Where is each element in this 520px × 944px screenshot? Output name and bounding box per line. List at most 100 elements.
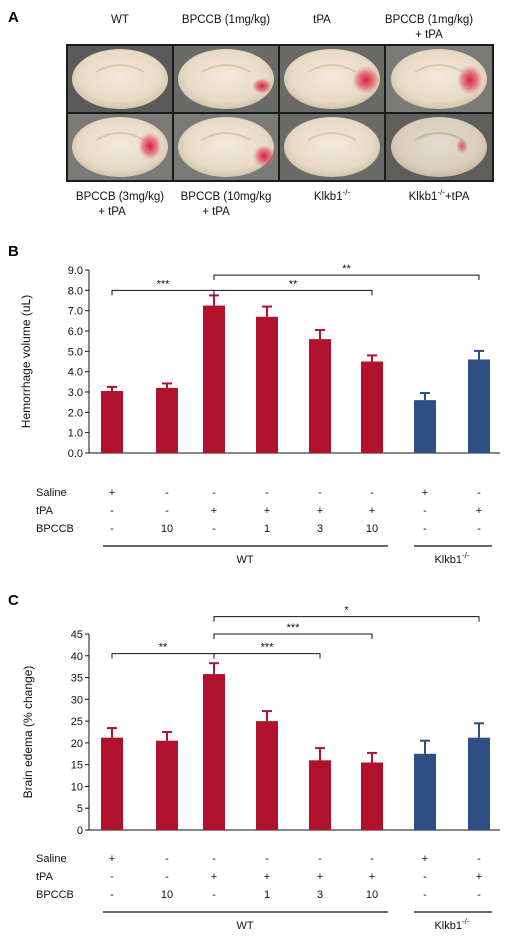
y-tick-label: 45 xyxy=(71,629,83,641)
row-cell: - xyxy=(318,853,322,865)
row-cell: - xyxy=(423,523,427,535)
bar xyxy=(256,316,278,453)
row-cell: 1 xyxy=(264,523,270,535)
row-cell: - xyxy=(212,523,216,535)
brain-photo-bpccb-10-tpa xyxy=(174,114,278,180)
y-axis-label: Hemorrhage volume (uL) xyxy=(19,295,33,428)
row-label: Saline xyxy=(36,853,67,865)
row-cell: + xyxy=(264,505,270,517)
row-cell: + xyxy=(211,871,217,883)
row-cell: + xyxy=(422,853,428,865)
row-cell: - xyxy=(370,487,374,499)
bar xyxy=(203,674,225,830)
significance-bracket xyxy=(213,289,373,296)
brain-photo-wt xyxy=(68,46,172,112)
label-bpccb-3-tpa-line2: + tPA xyxy=(98,206,126,218)
label-bpccb-3-tpa-line1: BPCCB (3mg/kg) xyxy=(76,191,164,203)
row-label: tPA xyxy=(36,505,54,517)
group-label-wt: WT xyxy=(236,554,253,566)
y-tick-label: 4.0 xyxy=(68,367,83,379)
y-tick-label: 5.0 xyxy=(68,346,83,358)
label-bpccb-10-tpa-line2: + tPA xyxy=(202,206,230,218)
significance-label: ** xyxy=(289,278,298,290)
row-cell: + xyxy=(369,505,375,517)
row-cell: 1 xyxy=(264,889,270,901)
edema-chart: C 0 5 10 15 20 25 30 35 40 45 Brain edema (% change… xyxy=(8,592,500,932)
row-cell: - xyxy=(477,487,481,499)
brain-photo-bpccb-1-tpa xyxy=(386,46,492,112)
y-tick-label: 40 xyxy=(71,651,83,663)
label-klkb1-ko: Klkb1-/- xyxy=(314,188,351,203)
y-tick-label: 0 xyxy=(77,825,83,837)
label-bpccb-1-tpa-line1: BPCCB (1mg/kg) xyxy=(385,14,473,26)
row-cell: 10 xyxy=(366,523,378,535)
row-cell: - xyxy=(423,505,427,517)
panel-letter: C xyxy=(8,592,19,609)
significance-label: ** xyxy=(159,642,168,654)
row-cell: + xyxy=(211,505,217,517)
bar xyxy=(309,760,331,830)
label-tpa: tPA xyxy=(313,14,331,26)
row-label: Saline xyxy=(36,487,67,499)
bar xyxy=(468,737,490,830)
y-tick-label: 1.0 xyxy=(68,428,83,440)
y-tick-label: 10 xyxy=(71,781,83,793)
row-cell: - xyxy=(212,889,216,901)
bar xyxy=(101,390,123,453)
group-label-klkb1: Klkb1-/- xyxy=(434,551,469,566)
row-cell: - xyxy=(265,487,269,499)
row-cell: - xyxy=(318,487,322,499)
label-bpccb-1-tpa-line2: + tPA xyxy=(415,29,443,41)
significance-bracket xyxy=(213,633,373,639)
significance-bracket xyxy=(213,616,480,622)
row-cell: 10 xyxy=(161,523,173,535)
group-label-klkb1: Klkb1-/- xyxy=(434,917,469,932)
bar xyxy=(203,305,225,453)
hemorrhage-chart: B 0.0 1.0 2.0 3.0 4.0 5.0 6.0 7.0 8.0 9.0 Hemorrhag… xyxy=(8,243,500,566)
row-cell: - xyxy=(477,523,481,535)
row-cell: - xyxy=(477,889,481,901)
panel-a-letter: A xyxy=(8,9,19,26)
y-tick-label: 3.0 xyxy=(68,387,83,399)
y-axis-label: Brain edema (% change) xyxy=(21,666,35,799)
row-cell: - xyxy=(165,487,169,499)
row-cell: + xyxy=(317,505,323,517)
y-tick-label: 35 xyxy=(71,673,83,685)
label-klkb1-ko-tpa-name: Klkb1 xyxy=(409,191,438,203)
row-cell: 3 xyxy=(317,889,323,901)
brain-photo-bpccb-1 xyxy=(174,46,278,112)
row-cell: - xyxy=(212,853,216,865)
bar xyxy=(361,762,383,830)
y-tick-label: 15 xyxy=(71,760,83,772)
row-cell: - xyxy=(265,853,269,865)
brain-photo-klkb1-ko xyxy=(280,114,384,180)
y-tick-label: 2.0 xyxy=(68,407,83,419)
significance-label: ** xyxy=(342,263,351,275)
row-cell: - xyxy=(110,871,114,883)
brain-photo-bpccb-3-tpa xyxy=(68,114,172,180)
label-klkb1-ko-tpa-suffix: +tPA xyxy=(445,191,470,203)
row-cell: + xyxy=(476,871,482,883)
significance-label: *** xyxy=(157,278,171,290)
row-cell: + xyxy=(369,871,375,883)
group-label-klkb1-sup: -/- xyxy=(462,917,470,926)
bar xyxy=(256,721,278,830)
group-label-klkb1-name: Klkb1 xyxy=(434,920,462,932)
row-cell: - xyxy=(110,889,114,901)
bar xyxy=(101,737,123,830)
bar xyxy=(414,400,436,453)
bar xyxy=(361,361,383,453)
y-tick-label: 0.0 xyxy=(68,448,83,460)
panel-letter: B xyxy=(8,243,19,260)
bar xyxy=(156,740,178,830)
significance-bracket xyxy=(111,653,215,659)
row-cell: - xyxy=(165,853,169,865)
row-cell: + xyxy=(317,871,323,883)
row-cell: 10 xyxy=(366,889,378,901)
row-cell: - xyxy=(423,871,427,883)
bar xyxy=(156,387,178,453)
row-cell: - xyxy=(423,889,427,901)
row-cell: - xyxy=(165,505,169,517)
row-cell: - xyxy=(477,853,481,865)
